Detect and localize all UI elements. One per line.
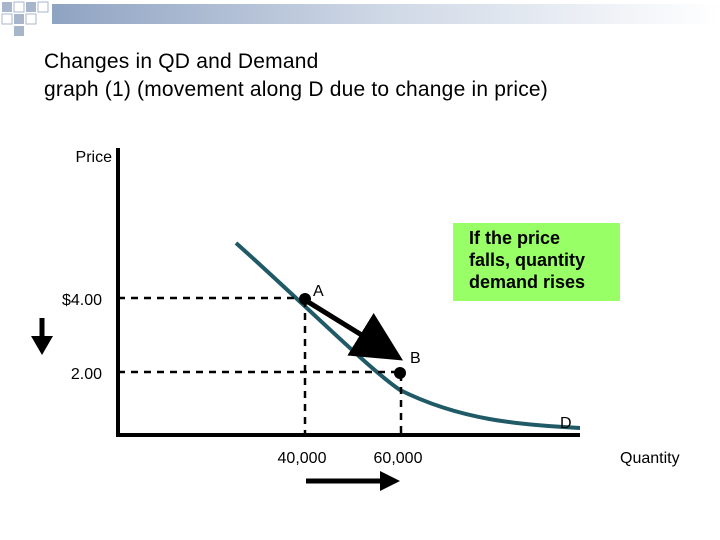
slide-title-line-1: Changes in QD and Demand <box>44 50 319 73</box>
price-down-arrow-icon <box>31 318 53 355</box>
quantity-tick-40000: 40,000 <box>278 450 327 467</box>
movement-arrow <box>303 297 404 361</box>
demand-curve-label: D <box>560 415 572 432</box>
price-tick-4: $4.00 <box>62 292 102 309</box>
point-b-label: B <box>410 350 421 367</box>
price-tick-2: 2.00 <box>71 366 102 383</box>
quantity-tick-60000: 60,000 <box>374 450 423 467</box>
slide-title-line-2: graph (1) (movement along D due to chang… <box>44 78 548 101</box>
slide-header-decoration <box>1 1 720 36</box>
point-a-marker <box>299 293 311 305</box>
header-squares-icon <box>1 1 49 36</box>
y-axis-label: Price <box>76 149 113 166</box>
header-gradient-band <box>52 4 720 24</box>
price-fall-callout: If the price falls, quantity demand rise… <box>453 223 620 301</box>
point-a-label: A <box>313 283 324 300</box>
slide-title: Changes in QD and Demand graph (1) (move… <box>44 48 548 104</box>
quantity-right-arrow-icon <box>306 471 400 491</box>
point-b-marker <box>394 367 406 379</box>
x-axis-label: Quantity <box>620 450 680 467</box>
